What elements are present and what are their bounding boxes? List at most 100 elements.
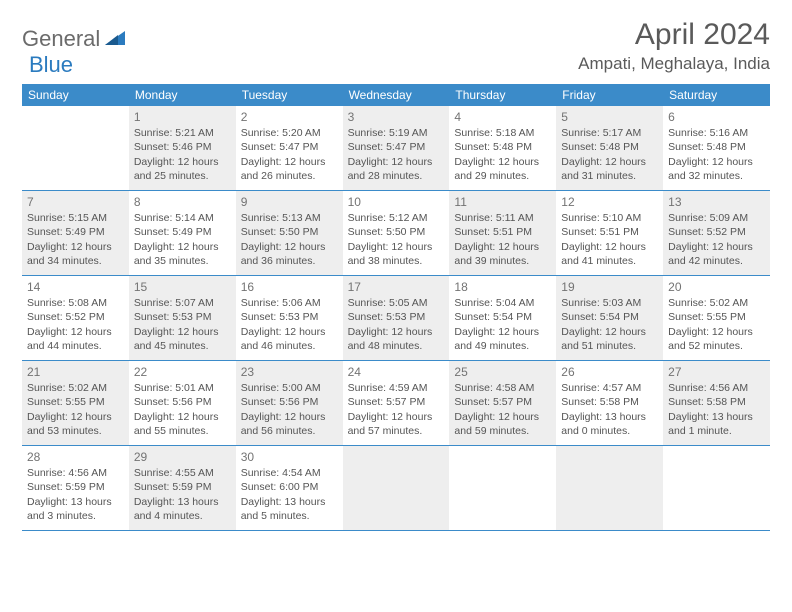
day-number: 23	[241, 364, 338, 380]
day-cell	[556, 446, 663, 530]
day-cell: 4Sunrise: 5:18 AMSunset: 5:48 PMDaylight…	[449, 106, 556, 190]
sunrise-line: Sunrise: 5:15 AM	[27, 211, 124, 225]
daylight-line: Daylight: 12 hours and 38 minutes.	[348, 240, 445, 268]
weekday-header: Thursday	[449, 84, 556, 106]
sunrise-line: Sunrise: 4:57 AM	[561, 381, 658, 395]
sunset-line: Sunset: 6:00 PM	[241, 480, 338, 494]
day-number: 3	[348, 109, 445, 125]
day-cell: 19Sunrise: 5:03 AMSunset: 5:54 PMDayligh…	[556, 276, 663, 360]
day-number: 8	[134, 194, 231, 210]
month-title: April 2024	[578, 18, 770, 52]
daylight-line: Daylight: 12 hours and 42 minutes.	[668, 240, 765, 268]
daylight-line: Daylight: 13 hours and 5 minutes.	[241, 495, 338, 523]
day-cell	[22, 106, 129, 190]
daylight-line: Daylight: 12 hours and 39 minutes.	[454, 240, 551, 268]
day-number: 2	[241, 109, 338, 125]
daylight-line: Daylight: 12 hours and 35 minutes.	[134, 240, 231, 268]
sunset-line: Sunset: 5:56 PM	[134, 395, 231, 409]
sunset-line: Sunset: 5:50 PM	[241, 225, 338, 239]
day-cell: 25Sunrise: 4:58 AMSunset: 5:57 PMDayligh…	[449, 361, 556, 445]
day-cell: 17Sunrise: 5:05 AMSunset: 5:53 PMDayligh…	[343, 276, 450, 360]
sunrise-line: Sunrise: 5:06 AM	[241, 296, 338, 310]
daylight-line: Daylight: 12 hours and 59 minutes.	[454, 410, 551, 438]
sunset-line: Sunset: 5:53 PM	[348, 310, 445, 324]
day-number: 9	[241, 194, 338, 210]
daylight-line: Daylight: 12 hours and 44 minutes.	[27, 325, 124, 353]
sunset-line: Sunset: 5:54 PM	[454, 310, 551, 324]
sunset-line: Sunset: 5:54 PM	[561, 310, 658, 324]
day-number: 18	[454, 279, 551, 295]
day-number: 16	[241, 279, 338, 295]
sunrise-line: Sunrise: 5:12 AM	[348, 211, 445, 225]
day-cell: 3Sunrise: 5:19 AMSunset: 5:47 PMDaylight…	[343, 106, 450, 190]
week-row: 28Sunrise: 4:56 AMSunset: 5:59 PMDayligh…	[22, 446, 770, 531]
day-number: 19	[561, 279, 658, 295]
daylight-line: Daylight: 12 hours and 34 minutes.	[27, 240, 124, 268]
sunset-line: Sunset: 5:48 PM	[668, 140, 765, 154]
logo-text-general: General	[22, 26, 100, 52]
sunrise-line: Sunrise: 5:05 AM	[348, 296, 445, 310]
sunrise-line: Sunrise: 5:10 AM	[561, 211, 658, 225]
weekday-header: Monday	[129, 84, 236, 106]
day-cell: 30Sunrise: 4:54 AMSunset: 6:00 PMDayligh…	[236, 446, 343, 530]
sunrise-line: Sunrise: 5:17 AM	[561, 126, 658, 140]
daylight-line: Daylight: 13 hours and 1 minute.	[668, 410, 765, 438]
sunset-line: Sunset: 5:49 PM	[27, 225, 124, 239]
sunset-line: Sunset: 5:48 PM	[454, 140, 551, 154]
day-number: 10	[348, 194, 445, 210]
day-number: 20	[668, 279, 765, 295]
sunrise-line: Sunrise: 4:55 AM	[134, 466, 231, 480]
sunrise-line: Sunrise: 5:00 AM	[241, 381, 338, 395]
day-cell: 28Sunrise: 4:56 AMSunset: 5:59 PMDayligh…	[22, 446, 129, 530]
daylight-line: Daylight: 12 hours and 51 minutes.	[561, 325, 658, 353]
weekday-header-row: SundayMondayTuesdayWednesdayThursdayFrid…	[22, 84, 770, 106]
day-cell: 11Sunrise: 5:11 AMSunset: 5:51 PMDayligh…	[449, 191, 556, 275]
day-cell: 23Sunrise: 5:00 AMSunset: 5:56 PMDayligh…	[236, 361, 343, 445]
sunset-line: Sunset: 5:46 PM	[134, 140, 231, 154]
day-number: 29	[134, 449, 231, 465]
week-row: 7Sunrise: 5:15 AMSunset: 5:49 PMDaylight…	[22, 191, 770, 276]
day-cell: 1Sunrise: 5:21 AMSunset: 5:46 PMDaylight…	[129, 106, 236, 190]
day-cell: 9Sunrise: 5:13 AMSunset: 5:50 PMDaylight…	[236, 191, 343, 275]
day-number: 22	[134, 364, 231, 380]
sunrise-line: Sunrise: 4:54 AM	[241, 466, 338, 480]
logo-triangle-icon	[105, 29, 125, 50]
sunset-line: Sunset: 5:57 PM	[454, 395, 551, 409]
day-cell: 29Sunrise: 4:55 AMSunset: 5:59 PMDayligh…	[129, 446, 236, 530]
calendar-grid: SundayMondayTuesdayWednesdayThursdayFrid…	[22, 84, 770, 531]
sunrise-line: Sunrise: 5:07 AM	[134, 296, 231, 310]
day-cell: 2Sunrise: 5:20 AMSunset: 5:47 PMDaylight…	[236, 106, 343, 190]
day-cell: 22Sunrise: 5:01 AMSunset: 5:56 PMDayligh…	[129, 361, 236, 445]
day-cell: 27Sunrise: 4:56 AMSunset: 5:58 PMDayligh…	[663, 361, 770, 445]
sunset-line: Sunset: 5:50 PM	[348, 225, 445, 239]
sunrise-line: Sunrise: 5:04 AM	[454, 296, 551, 310]
day-number: 7	[27, 194, 124, 210]
day-number: 25	[454, 364, 551, 380]
sunrise-line: Sunrise: 5:18 AM	[454, 126, 551, 140]
day-cell: 16Sunrise: 5:06 AMSunset: 5:53 PMDayligh…	[236, 276, 343, 360]
sunrise-line: Sunrise: 5:11 AM	[454, 211, 551, 225]
day-cell: 7Sunrise: 5:15 AMSunset: 5:49 PMDaylight…	[22, 191, 129, 275]
day-number: 11	[454, 194, 551, 210]
day-cell: 20Sunrise: 5:02 AMSunset: 5:55 PMDayligh…	[663, 276, 770, 360]
daylight-line: Daylight: 12 hours and 36 minutes.	[241, 240, 338, 268]
day-number: 30	[241, 449, 338, 465]
day-number: 26	[561, 364, 658, 380]
weekday-header: Sunday	[22, 84, 129, 106]
daylight-line: Daylight: 12 hours and 45 minutes.	[134, 325, 231, 353]
week-row: 14Sunrise: 5:08 AMSunset: 5:52 PMDayligh…	[22, 276, 770, 361]
sunrise-line: Sunrise: 5:20 AM	[241, 126, 338, 140]
sunset-line: Sunset: 5:47 PM	[241, 140, 338, 154]
day-number: 28	[27, 449, 124, 465]
logo: General	[22, 26, 127, 52]
daylight-line: Daylight: 13 hours and 0 minutes.	[561, 410, 658, 438]
sunset-line: Sunset: 5:53 PM	[241, 310, 338, 324]
sunrise-line: Sunrise: 5:13 AM	[241, 211, 338, 225]
title-block: April 2024 Ampati, Meghalaya, India	[578, 18, 770, 74]
day-cell: 13Sunrise: 5:09 AMSunset: 5:52 PMDayligh…	[663, 191, 770, 275]
sunset-line: Sunset: 5:55 PM	[668, 310, 765, 324]
week-row: 1Sunrise: 5:21 AMSunset: 5:46 PMDaylight…	[22, 106, 770, 191]
day-cell: 12Sunrise: 5:10 AMSunset: 5:51 PMDayligh…	[556, 191, 663, 275]
day-cell: 21Sunrise: 5:02 AMSunset: 5:55 PMDayligh…	[22, 361, 129, 445]
weekday-header: Saturday	[663, 84, 770, 106]
